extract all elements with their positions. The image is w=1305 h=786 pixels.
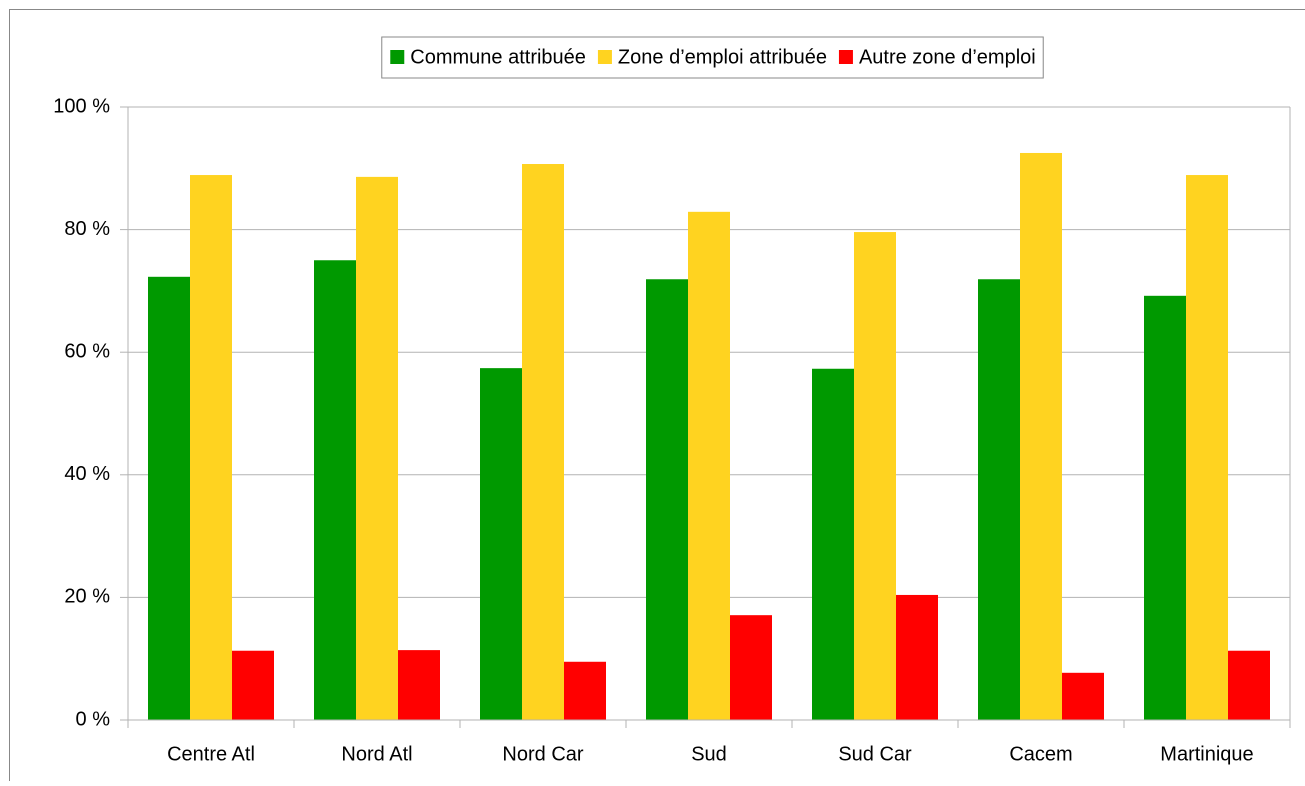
bar	[978, 279, 1020, 720]
bar	[730, 615, 772, 720]
x-tick-label: Centre Atl	[167, 743, 255, 765]
y-tick-label: 100 %	[53, 95, 110, 117]
bar	[1144, 296, 1186, 720]
legend-swatch	[598, 50, 612, 64]
legend-swatch	[839, 50, 853, 64]
bar	[854, 232, 896, 720]
legend-label: Zone d’emploi attribuée	[618, 46, 827, 68]
bar	[1062, 673, 1104, 720]
x-tick-label: Martinique	[1160, 743, 1253, 765]
bar	[480, 368, 522, 720]
x-tick-label: Nord Atl	[341, 743, 412, 765]
legend-label: Autre zone d’emploi	[859, 46, 1036, 68]
bar	[896, 595, 938, 720]
bar	[148, 277, 190, 720]
bar	[1186, 175, 1228, 720]
legend-swatch	[390, 50, 404, 64]
bar	[646, 279, 688, 720]
bar	[356, 177, 398, 720]
bar	[688, 212, 730, 720]
y-tick-label: 0 %	[76, 708, 111, 730]
bar	[398, 650, 440, 720]
bar	[564, 662, 606, 720]
x-tick-label: Cacem	[1009, 743, 1072, 765]
bar	[232, 651, 274, 720]
x-tick-label: Sud Car	[838, 743, 912, 765]
bar	[812, 369, 854, 720]
bar	[1228, 651, 1270, 720]
bar	[1020, 153, 1062, 720]
legend-label: Commune attribuée	[410, 46, 586, 68]
bar	[314, 260, 356, 720]
y-tick-label: 40 %	[64, 463, 110, 485]
x-tick-label: Nord Car	[502, 743, 583, 765]
y-tick-label: 20 %	[64, 586, 110, 608]
x-tick-label: Sud	[691, 743, 727, 765]
bar	[190, 175, 232, 720]
y-tick-label: 80 %	[64, 218, 110, 240]
y-tick-label: 60 %	[64, 340, 110, 362]
bar	[522, 164, 564, 720]
